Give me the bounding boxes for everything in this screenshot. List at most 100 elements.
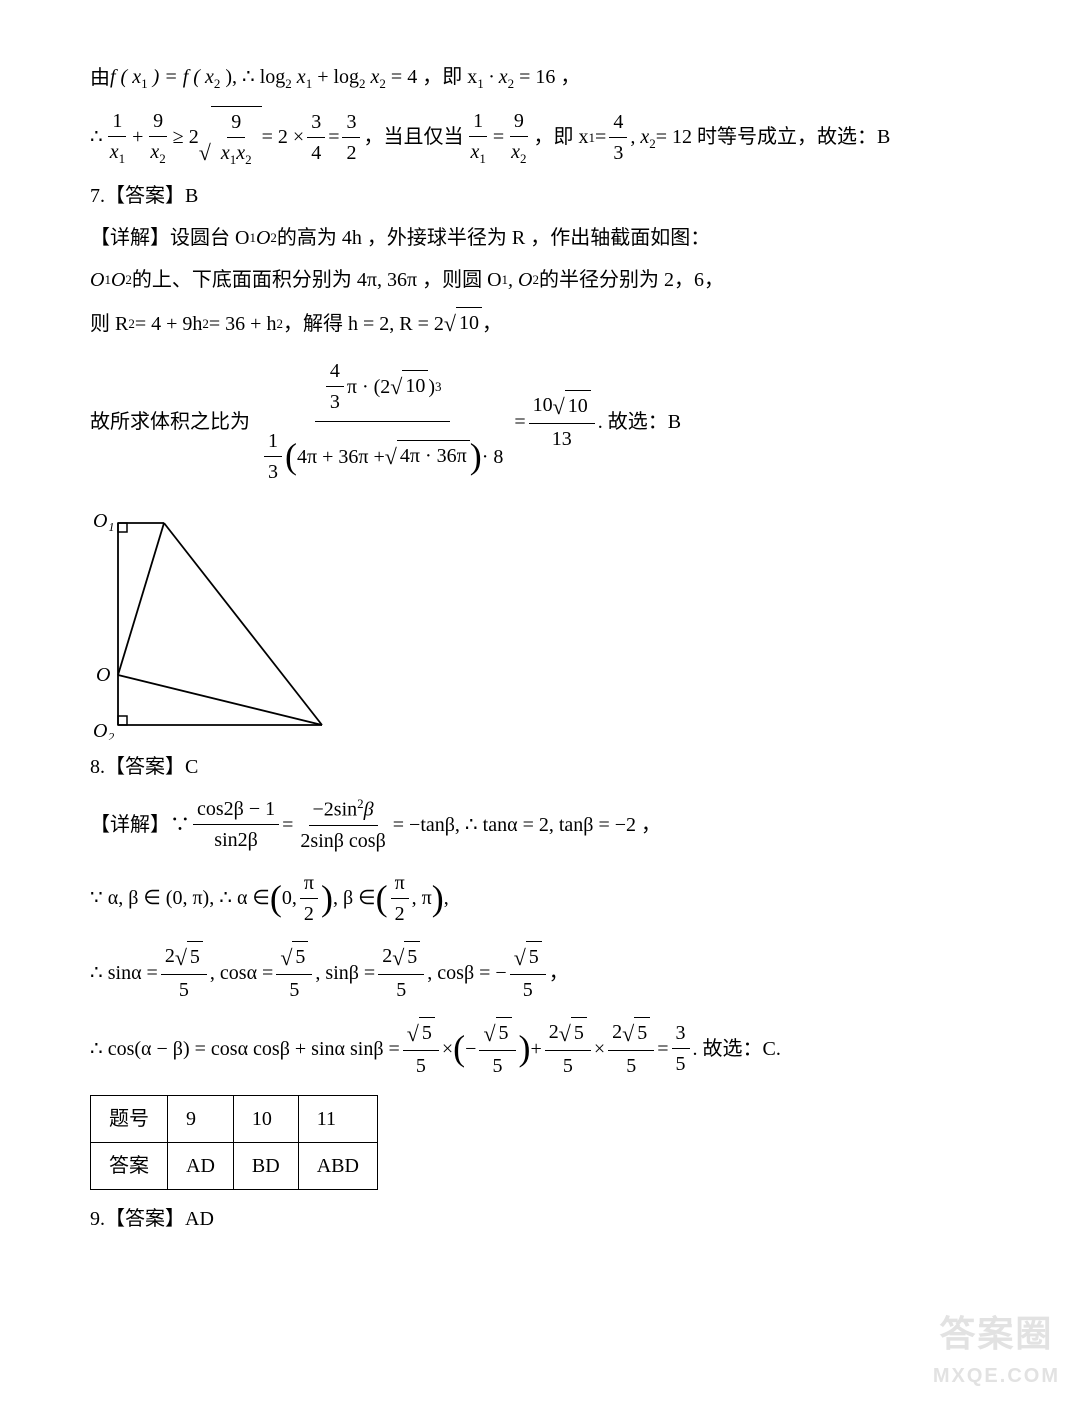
math: , β ∈ [333,883,376,913]
num: cos2β − 1 [193,794,279,825]
den: sin2β [210,825,262,855]
den: 13 [548,424,576,454]
math: x [297,66,306,88]
q7-detail-2: O1 O2 的上、下底面面积分别为 4π, 36π ，则圆 O1 , O2 的半… [90,265,1000,295]
q7-detail-4: 故所求体积之比为 43 π · (2 √10 )3 13 ( 4π + 36π … [90,352,1000,491]
fraction: 2√5 5 [608,1017,654,1081]
table-row: 答案 AD BD ABD [91,1142,378,1189]
table-row: 题号 9 10 11 [91,1095,378,1142]
text: ，解得 h = 2, R = 2 [283,309,444,339]
den: 5 [412,1051,430,1081]
math: · 8 [482,442,504,472]
fraction: 9 x2 [507,106,530,169]
den: 5 [622,1051,640,1081]
table-cell: ABD [298,1142,377,1189]
sqrt: √10 [390,370,428,403]
text: 【详解】设圆台 O [90,223,249,253]
math: · x [489,66,508,88]
fraction: π2 [300,868,318,929]
page: 由 f ( x1 ) = f ( x2 ), ∴ log2 x1 + log2 … [0,0,1080,1411]
math: ) [428,372,435,402]
den: 5 [488,1051,506,1081]
num: 1 [469,106,487,137]
text: 的高为 4h ，外接球半径为 R ，作出轴截面如图： [277,223,710,253]
fraction: √5 5 [403,1017,439,1081]
den: x [221,142,230,164]
fraction: π2 [391,868,409,929]
text: , [444,883,449,913]
text: 则 R [90,309,128,339]
label-o2: O₂ [93,720,114,740]
math: O [111,265,125,295]
table-cell: 9 [168,1095,234,1142]
q8-detail-4: ∴ cos(α − β) = cosα cosβ + sinα sinβ = √… [90,1017,1000,1081]
fraction: 43 [326,356,344,417]
arg: 5 [292,941,308,974]
num: 2 [165,945,175,967]
num: 3 [307,107,325,138]
fraction: 1 x1 [106,106,129,169]
fraction: 10√10 13 [529,390,595,454]
op: + [531,1034,542,1064]
op: ≥ 2 [173,122,199,152]
den: 2 [300,899,318,929]
math: , x [630,126,649,148]
math: , π [412,883,432,913]
den: 3 [264,457,282,487]
frustum-cross-section-diagram: O₁ O O₂ [90,505,1000,740]
table-cell: 答案 [91,1142,168,1189]
fraction: 9 x2 [146,106,169,169]
sqrt: √4π · 36π [385,440,470,473]
num: 4 [609,107,627,138]
fraction: √5 5 [276,941,312,1005]
text: 7.【答案】B [90,181,198,211]
math: = 36 + h [209,309,277,339]
text: = 12 时等号成立，故选：B [656,122,891,152]
fraction: 1 x1 [466,106,489,169]
sqrt: √10 [444,307,482,340]
q7-detail-1: 【详解】设圆台 O1 O2 的高为 4h ，外接球半径为 R ，作出轴截面如图： [90,223,1000,253]
table-cell: AD [168,1142,234,1189]
arg: 5 [526,941,542,974]
math: , cosβ = − [427,958,506,988]
num: π [300,868,318,899]
fraction: 2√5 5 [161,941,207,1005]
op: − [465,1034,476,1064]
num: 1 [108,106,126,137]
num: 10 [533,394,553,416]
den: 3 [609,138,627,168]
math: ∵ α, β ∈ (0, π), ∴ α ∈ [90,883,270,913]
text: ， [482,309,502,339]
arg: 10 [402,370,428,403]
math: , cosα = [210,958,273,988]
text: ， [549,958,569,988]
den: 2 [391,899,409,929]
den: x [236,142,245,164]
fraction: 9 x1x2 [217,107,256,170]
q8-detail-2: ∵ α, β ∈ (0, π), ∴ α ∈ ( 0, π2 ) , β ∈ (… [90,868,1000,929]
num: π [391,868,409,899]
math: = 4 + 9h [135,309,203,339]
sqrt: √ 9 x1x2 [199,106,262,170]
text: ，即 x [534,122,589,152]
math: 0, [282,883,297,913]
num: 9 [510,106,528,137]
text: 8.【答案】C [90,752,198,782]
fraction: 2√5 5 [545,1017,591,1081]
q9-answer: 9.【答案】AD [90,1204,1000,1234]
q8-answer: 8.【答案】C [90,752,1000,782]
op: × [442,1034,453,1064]
num: 4 [326,356,344,387]
arg: 5 [634,1017,650,1050]
text: 9.【答案】AD [90,1204,214,1234]
math: + log [317,66,359,88]
den: x [150,141,159,163]
math: , O [508,265,532,295]
text: 由 [90,63,110,93]
text: ，当且仅当 [363,122,463,152]
op: = [493,122,504,152]
table-cell: BD [233,1142,298,1189]
arg: 10 [456,307,482,340]
num: 2 [612,1021,622,1043]
watermark-line2: MXQE.COM [933,1361,1060,1391]
